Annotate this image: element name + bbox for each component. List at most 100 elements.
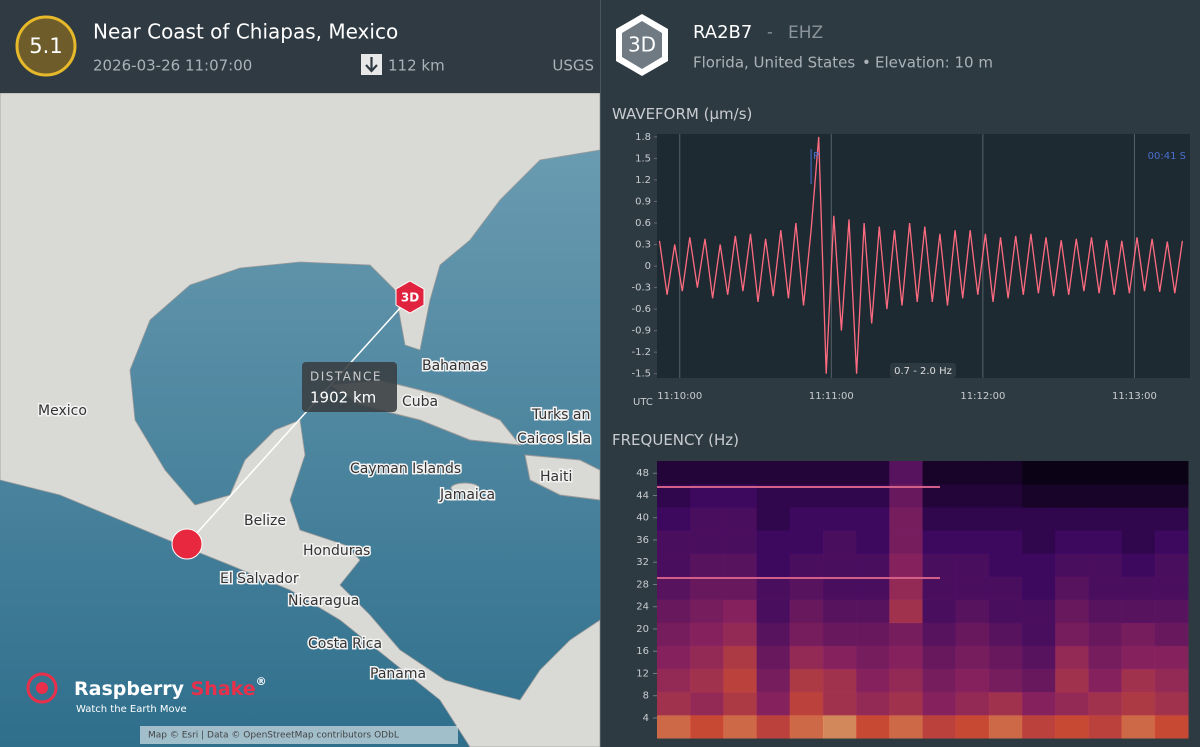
map-label: Cayman Islands <box>350 461 461 477</box>
spectrogram-cell <box>756 576 791 600</box>
x-tick-label: 11:10:00 <box>657 391 702 402</box>
spectrogram-cell <box>1088 507 1123 531</box>
spectrogram-cell <box>822 507 857 531</box>
spectrogram-cell <box>922 553 957 577</box>
spectrogram-cell <box>988 576 1023 600</box>
spectrogram-cell <box>889 461 923 485</box>
map-label: Mexico <box>38 403 87 419</box>
attribution-box <box>140 726 458 744</box>
y-tick-label: 0.3 <box>635 240 651 251</box>
distance-label: DISTANCE <box>310 370 382 384</box>
station-elevation: Elevation: 10 m <box>875 54 993 72</box>
spectrogram-cell <box>1055 714 1089 739</box>
spectrogram-cell <box>988 507 1023 531</box>
spectrogram-cell <box>922 530 957 554</box>
spectrogram-cell <box>723 553 758 577</box>
spectrogram-cell <box>1088 645 1123 670</box>
spectrogram-cell <box>723 461 758 485</box>
spectrogram-cell <box>822 645 857 670</box>
spectrogram-cell <box>690 691 724 716</box>
spectrogram-cell <box>657 691 691 716</box>
spectrogram-cell <box>1022 461 1056 485</box>
spectrogram-cell <box>1055 668 1089 693</box>
y-tick-label: 28 <box>636 579 649 590</box>
spectrogram-cell <box>1022 599 1056 624</box>
spectrogram-cell <box>789 645 824 670</box>
spectrogram-cell <box>922 599 957 624</box>
spectrogram-cell <box>1154 599 1189 624</box>
station-code: RA2B7 <box>693 22 752 43</box>
y-tick-label: -1.5 <box>631 369 651 380</box>
map-label: Cuba <box>402 394 438 410</box>
spectrogram-cell <box>690 553 724 577</box>
spectrogram-cell <box>1055 576 1089 600</box>
spectrogram-cell <box>856 553 890 577</box>
spectrogram-cell <box>657 553 691 577</box>
distance-value: 1902 km <box>310 389 376 407</box>
y-tick-label: 4 <box>643 713 649 724</box>
y-tick-label: 8 <box>643 691 649 702</box>
spectrogram-cell <box>789 461 824 485</box>
spectrogram-cell <box>1121 714 1156 739</box>
waveform-line <box>658 136 1184 374</box>
station-marker-label: 3D <box>401 291 419 305</box>
spectrogram-cell <box>756 461 791 485</box>
station-separator: - <box>767 23 773 42</box>
spectrogram-cell <box>1121 553 1156 577</box>
spectrogram-cell <box>723 530 758 554</box>
spectrogram-cell <box>822 484 857 508</box>
spectrogram-cell <box>657 530 691 554</box>
waveform: 1.8 1.5 1.2 0.9 0.6 0.3 0 -0.3 -0.6 -0.9 -1.2 -1.5 1… <box>631 132 1186 408</box>
logo-name: Shake <box>191 678 256 700</box>
spectrogram-cell <box>723 507 758 531</box>
spectrogram-cell <box>856 691 890 716</box>
waveform-title: WAVEFORM (µm/s) <box>612 105 752 123</box>
spectrogram-cell <box>889 714 923 739</box>
spectrogram-cell <box>756 668 791 693</box>
spectrogram-cell <box>723 599 758 624</box>
frequency-title: FREQUENCY (Hz) <box>612 431 739 449</box>
spectrogram-cell <box>822 622 857 647</box>
spectrogram-cell <box>988 484 1023 508</box>
spectrogram-cell <box>955 553 990 577</box>
spectrogram-cell <box>856 645 890 670</box>
spectrogram-cell <box>889 691 923 716</box>
spectrogram-cell <box>756 714 791 739</box>
spectrogram-cell <box>922 691 957 716</box>
phase-label: P <box>813 151 819 162</box>
station-marker[interactable] <box>395 280 425 314</box>
spectrogram-cell <box>922 507 957 531</box>
spectrogram-cell <box>657 484 691 508</box>
spectrogram-cell <box>889 553 923 577</box>
y-tick-label: -1.2 <box>631 347 651 358</box>
spectrogram-cell <box>1088 714 1123 739</box>
attribution[interactable]: Map © Esri | Data © OpenStreetMap contri… <box>148 731 399 741</box>
spectrogram-cell <box>922 622 957 647</box>
spectrogram-cell <box>1121 645 1156 670</box>
spectrogram-cell <box>889 668 923 693</box>
spectrogram-cell <box>988 461 1023 485</box>
spectrogram-cell <box>1022 507 1056 531</box>
spectrogram-cell <box>955 691 990 716</box>
station-badge-inner <box>622 21 662 69</box>
magnitude-badge <box>15 15 77 77</box>
spectrogram-cell <box>1088 691 1123 716</box>
spectrogram-cell <box>690 461 724 485</box>
spectrogram-cell <box>822 691 857 716</box>
spectrogram-cell <box>1154 668 1189 693</box>
y-tick-label: 12 <box>636 668 649 679</box>
spectrogram-cell <box>822 714 857 739</box>
spectrogram-cell <box>922 576 957 600</box>
filter-label: 0.7 - 2.0 Hz <box>894 366 952 377</box>
spectrogram-cell <box>856 668 890 693</box>
spectrogram-cell <box>1055 553 1089 577</box>
spectrogram-cell <box>988 530 1023 554</box>
logo-icon <box>26 672 58 704</box>
event-header <box>0 0 600 93</box>
spectrogram-cell <box>1022 668 1056 693</box>
station-badge-label: 3D <box>628 33 656 57</box>
spectrogram-cell <box>1055 691 1089 716</box>
spectrogram-cell <box>1022 553 1056 577</box>
y-tick-label: 0.9 <box>635 196 651 207</box>
epicenter-marker[interactable] <box>171 528 203 560</box>
